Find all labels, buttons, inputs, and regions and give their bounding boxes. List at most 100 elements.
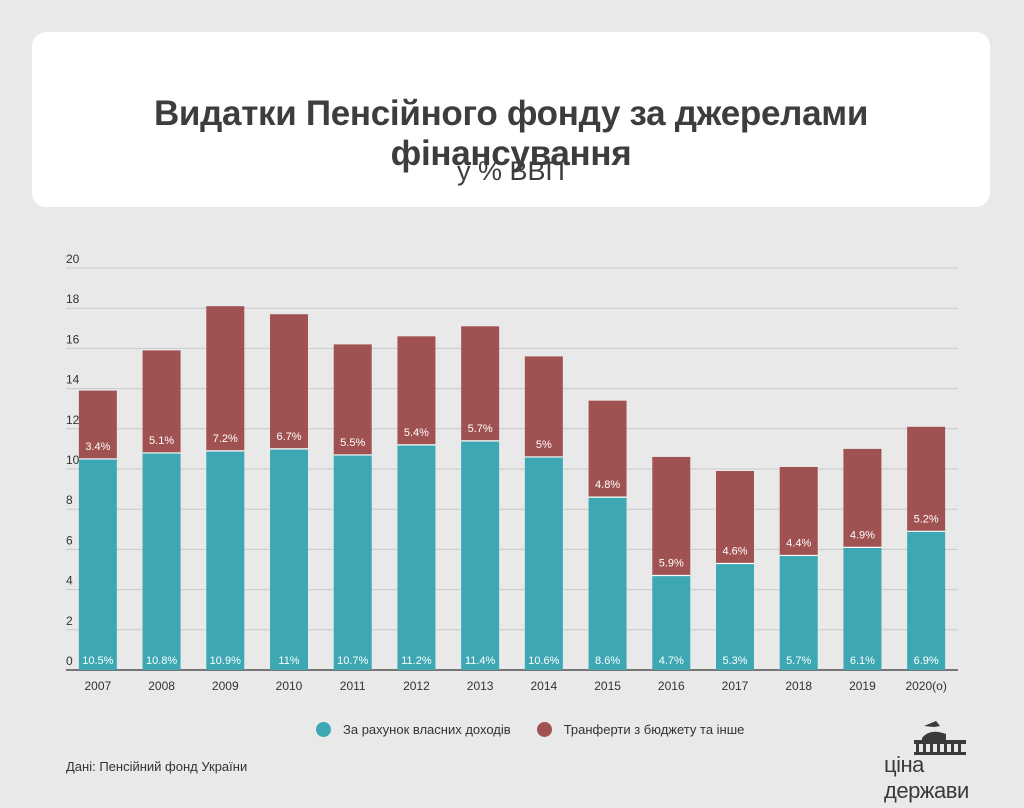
legend: За рахунок власних доходів Транферти з б… [316, 722, 770, 737]
bar-transfers [461, 326, 500, 441]
y-tick-label: 4 [66, 574, 73, 588]
data-label-transfers: 5.5% [340, 437, 365, 449]
bar-own-income [843, 547, 882, 670]
y-tick-label: 12 [66, 413, 80, 427]
y-tick-label: 10 [66, 453, 80, 467]
data-label-own-income: 6.9% [914, 655, 939, 667]
source-note: Дані: Пенсійний фонд України [66, 759, 248, 774]
bar-own-income [588, 497, 627, 670]
bar-own-income [333, 454, 372, 670]
legend-item-transfers: Транферти з бюджету та інше [536, 722, 745, 737]
x-tick-label: 2015 [594, 679, 621, 693]
data-label-transfers: 5.2% [914, 513, 939, 525]
data-label-transfers: 5% [536, 439, 552, 451]
data-label-own-income: 5.3% [722, 655, 747, 667]
data-label-own-income: 4.7% [659, 655, 684, 667]
bar-transfers [78, 390, 117, 459]
x-tick-label: 2017 [722, 679, 749, 693]
data-label-own-income: 5.7% [786, 655, 811, 667]
parliament-building-icon [914, 721, 966, 755]
bar-transfers [397, 336, 436, 445]
data-label-transfers: 3.4% [85, 441, 110, 453]
x-tick-label: 2016 [658, 679, 685, 693]
data-label-own-income: 10.8% [146, 655, 177, 667]
data-label-transfers: 4.4% [786, 537, 811, 549]
x-tick-label: 2019 [849, 679, 876, 693]
data-label-own-income: 10.6% [528, 655, 559, 667]
legend-swatch-transfers [536, 722, 552, 737]
bar-transfers [524, 356, 563, 457]
x-tick-label: 2012 [403, 679, 430, 693]
data-label-transfers: 5.9% [659, 558, 684, 570]
bar-own-income [779, 555, 818, 670]
bars: 10.5% 3.4% 10.8% 5.1% 10.9% 7.2% 11% 6.7% 10.7% 5… [78, 306, 946, 670]
bar-transfers [652, 456, 691, 576]
bar-transfers [270, 314, 308, 449]
data-label-transfers: 4.9% [850, 529, 875, 541]
data-label-own-income: 6.1% [850, 655, 875, 667]
x-tick-label: 2007 [85, 679, 112, 693]
data-label-transfers: 7.2% [213, 433, 238, 445]
data-label-transfers: 5.7% [468, 423, 493, 435]
data-label-own-income: 8.6% [595, 655, 620, 667]
bar-transfers [206, 306, 245, 451]
bar-transfers [142, 350, 181, 453]
chart-title: Видатки Пенсійного фонду за джерелами фі… [153, 94, 869, 173]
data-label-transfers: 4.8% [595, 479, 620, 491]
bar-own-income [524, 456, 563, 670]
y-tick-label: 2 [66, 614, 73, 628]
y-tick-label: 18 [66, 292, 80, 306]
chart-subtitle: у % ВВП [457, 156, 565, 186]
x-tick-label: 2011 [340, 679, 366, 693]
bar-transfers [843, 448, 882, 548]
legend-label-transfers: Транферти з бюджету та інше [563, 722, 745, 737]
legend-swatch-own-income [316, 722, 331, 737]
data-label-transfers: 4.6% [722, 545, 747, 557]
logo-text: ціна держави [884, 752, 969, 803]
bar-own-income [397, 444, 436, 670]
x-tick-label: 2010 [276, 679, 303, 693]
y-tick-label: 8 [66, 493, 73, 507]
x-tick-label: 2009 [212, 679, 239, 693]
data-label-own-income: 11% [278, 655, 299, 667]
bar-transfers [333, 344, 372, 455]
data-label-own-income: 10.5% [82, 655, 113, 667]
bar-transfers [779, 466, 818, 556]
y-tick-label: 14 [66, 373, 80, 387]
bar-own-income [78, 458, 117, 670]
bar-own-income [716, 563, 754, 670]
x-tick-label: 2018 [785, 679, 812, 693]
bar-own-income [461, 440, 500, 670]
y-tick-label: 0 [66, 654, 73, 668]
data-label-transfers: 6.7% [276, 431, 301, 443]
bar-own-income [652, 575, 691, 670]
data-label-own-income: 10.9% [210, 655, 241, 667]
data-label-transfers: 5.4% [404, 427, 429, 439]
x-tick-label: 2013 [467, 679, 494, 693]
data-label-own-income: 10.7% [337, 655, 368, 667]
data-label-own-income: 11.2% [401, 655, 432, 667]
y-axis: 0 2 4 6 8 10 12 14 16 18 20 [66, 252, 80, 668]
y-tick-label: 20 [66, 252, 80, 266]
gridlines [66, 267, 958, 671]
x-tick-label: 2008 [148, 679, 175, 693]
bar-own-income [907, 531, 946, 670]
logo: ціна держави [884, 718, 976, 803]
bar-transfers [588, 400, 627, 498]
bar-own-income [206, 450, 245, 670]
bar-own-income [142, 452, 181, 670]
bar-own-income [270, 448, 308, 670]
bar-transfers [716, 471, 754, 564]
y-tick-label: 6 [66, 533, 73, 547]
x-tick-label: 2020(о) [905, 679, 946, 693]
x-tick-label: 2014 [531, 679, 558, 693]
data-label-transfers: 5.1% [149, 435, 174, 447]
legend-item-own-income: За рахунок власних доходів [316, 722, 511, 737]
legend-label-own-income: За рахунок власних доходів [343, 722, 511, 737]
y-tick-label: 16 [66, 332, 80, 346]
bar-transfers [907, 426, 946, 532]
data-label-own-income: 11.4% [465, 655, 496, 667]
x-axis: 2007 2008 2009 2010 2011 2012 2013 2014 2015 2016… [85, 679, 947, 693]
title-card: Видатки Пенсійного фонду за джерелами фі… [32, 32, 990, 207]
